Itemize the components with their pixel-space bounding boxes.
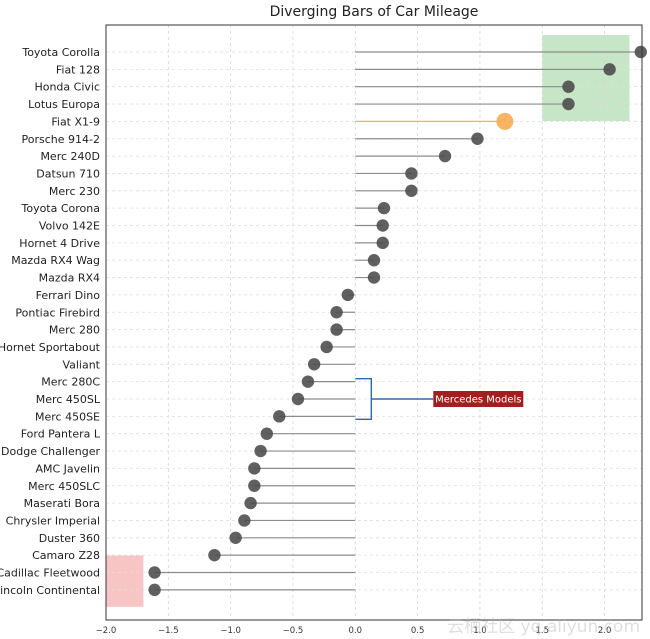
annotation-text: Mercedes Models — [435, 395, 521, 406]
x-tick-label-1: −1.5 — [158, 626, 179, 636]
y-label-14: Ferrari Dino — [36, 289, 101, 302]
point-27 — [238, 514, 251, 527]
point-23 — [254, 444, 267, 458]
y-label-15: Pontiac Firebird — [15, 306, 100, 319]
point-0 — [634, 45, 647, 59]
y-label-31: Lincoln Continental — [0, 584, 100, 597]
data-points — [148, 45, 647, 597]
y-label-18: Valiant — [62, 358, 100, 371]
point-17 — [320, 340, 333, 354]
highlight-regions — [106, 35, 630, 607]
y-label-12: Mazda RX4 Wag — [11, 254, 100, 267]
y-label-6: Merc 240D — [40, 150, 100, 163]
y-label-29: Camaro Z28 — [32, 549, 100, 562]
point-3 — [562, 97, 575, 111]
y-label-4: Fiat X1-9 — [51, 115, 100, 128]
x-tick-label-7: 1.5 — [536, 626, 550, 636]
y-label-5: Porsche 914-2 — [22, 133, 100, 146]
y-label-9: Toyota Corona — [20, 202, 100, 215]
x-axis-labels: −2.0 −1.5 −1.0 −0.5 0.0 0.5 1.0 1.5 2.0 — [96, 626, 612, 636]
x-tick-label-0: −2.0 — [96, 626, 117, 636]
y-label-28: Duster 360 — [39, 532, 100, 545]
x-tick-label-6: 1.0 — [473, 626, 487, 636]
point-20 — [291, 392, 305, 406]
y-label-0: Toyota Corolla — [21, 46, 100, 59]
point-4 — [496, 112, 514, 130]
point-8 — [405, 184, 418, 197]
y-label-26: Maserati Bora — [24, 497, 100, 510]
y-label-7: Datsun 710 — [36, 167, 100, 180]
point-5 — [471, 132, 484, 145]
y-label-1: Fiat 128 — [56, 63, 100, 76]
point-31 — [148, 583, 161, 597]
y-label-27: Chrysler Imperial — [6, 514, 100, 527]
y-label-19: Merc 280C — [41, 376, 100, 389]
point-15 — [330, 306, 343, 319]
point-2 — [562, 80, 575, 93]
y-axis-labels: Toyota Corolla Fiat 128 Honda Civic Lotus E… — [0, 46, 101, 597]
point-9 — [377, 201, 391, 215]
y-label-16: Merc 280 — [49, 324, 100, 337]
annotation-box — [433, 391, 524, 407]
point-29 — [208, 548, 221, 562]
point-24 — [248, 462, 261, 475]
region-1 — [106, 555, 144, 607]
point-6 — [438, 149, 452, 163]
point-19 — [301, 375, 315, 388]
point-14 — [341, 288, 355, 302]
y-label-30: Cadillac Fleetwood — [0, 567, 100, 580]
watermark-text: 云栖社区 yq.aliyun.com — [447, 617, 640, 637]
plot-frame — [105, 24, 643, 621]
point-1 — [603, 63, 616, 76]
x-tick-label-5: 0.5 — [411, 626, 425, 636]
y-label-8: Merc 230 — [49, 185, 100, 198]
annotation-bracket — [355, 377, 434, 421]
y-label-20: Merc 450SL — [36, 393, 101, 406]
y-label-21: Merc 450SE — [35, 410, 100, 423]
y-label-13: Mazda RX4 — [39, 272, 100, 285]
point-7 — [405, 167, 418, 180]
y-label-25: Merc 450SLC — [28, 480, 100, 493]
stems — [154, 51, 641, 591]
point-10 — [376, 219, 389, 232]
y-label-11: Hornet 4 Drive — [19, 237, 100, 250]
x-tick-label-8: 2.0 — [598, 626, 612, 636]
y-label-17: Hornet Sportabout — [0, 341, 101, 354]
point-30 — [148, 566, 161, 579]
point-28 — [229, 531, 242, 544]
region-0 — [542, 35, 630, 122]
y-label-3: Lotus Europa — [28, 98, 100, 111]
point-11 — [376, 236, 389, 250]
point-16 — [330, 323, 343, 336]
x-tick-label-3: −0.5 — [283, 626, 304, 636]
chart-title: Diverging Bars of Car Mileage — [270, 4, 479, 20]
point-18 — [307, 358, 321, 371]
point-25 — [248, 479, 261, 492]
point-22 — [260, 427, 273, 440]
y-label-24: AMC Javelin — [35, 462, 100, 475]
mercedes-annotation: Mercedes Models — [355, 377, 524, 421]
x-tick-label-4: 0.0 — [349, 626, 363, 636]
y-label-10: Volvo 142E — [39, 220, 100, 233]
point-13 — [367, 271, 381, 284]
y-label-23: Dodge Challenger — [1, 445, 100, 458]
point-26 — [244, 496, 257, 510]
y-label-22: Ford Pantera L — [21, 428, 101, 441]
point-21 — [273, 410, 286, 423]
x-tick-label-2: −1.0 — [220, 626, 241, 636]
point-12 — [367, 254, 381, 267]
y-label-2: Honda Civic — [34, 81, 100, 94]
